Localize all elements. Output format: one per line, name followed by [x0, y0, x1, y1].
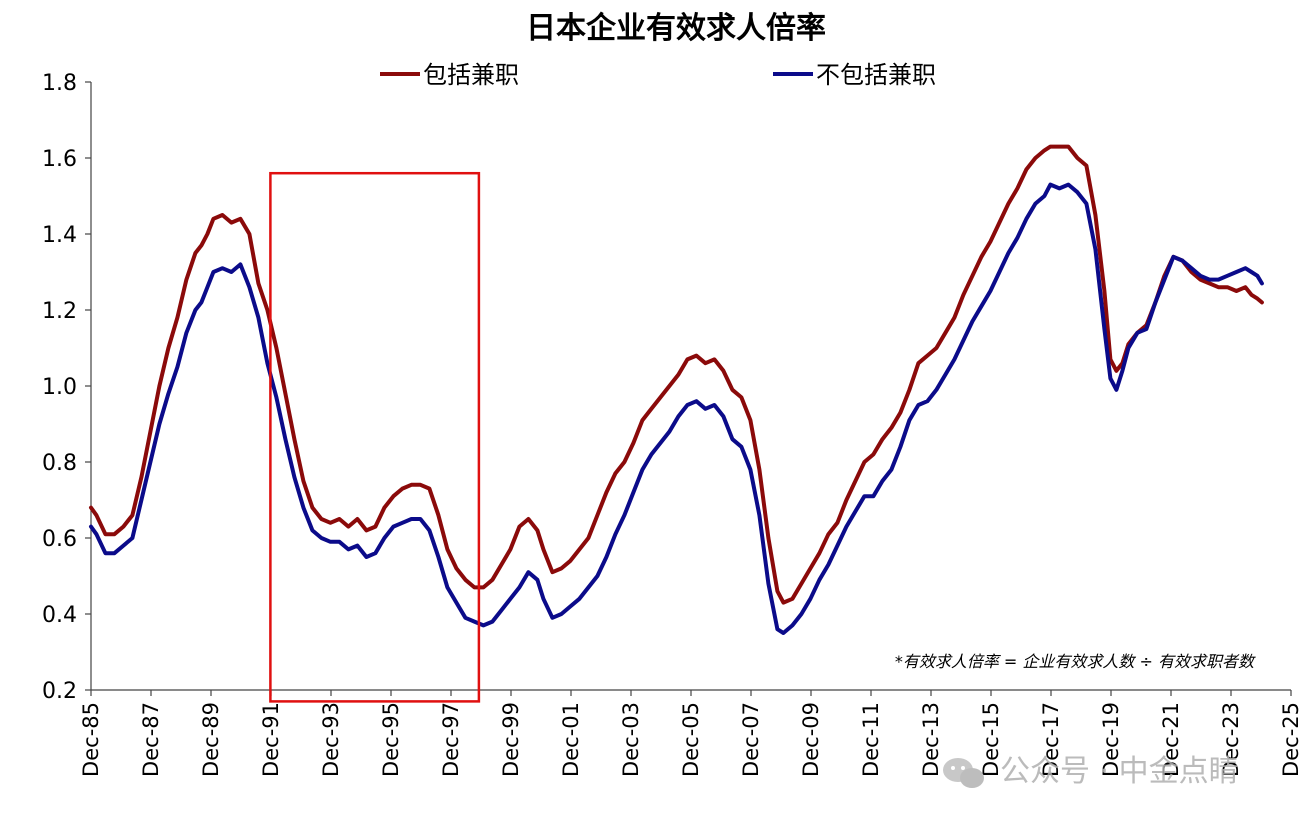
x-tick-label: Dec-91	[259, 702, 283, 777]
legend-label-1: 不包括兼职	[816, 61, 936, 89]
legend-label-0: 包括兼职	[423, 61, 519, 89]
x-tick-label: Dec-85	[79, 702, 103, 777]
x-tick-label: Dec-15	[979, 702, 1003, 777]
x-tick-label: Dec-19	[1099, 702, 1123, 777]
x-tick-label: Dec-07	[739, 702, 763, 777]
watermark: 公众号 · 中金点睛	[943, 754, 1239, 789]
x-tick-label: Dec-13	[919, 702, 943, 777]
legend-item-1: 不包括兼职	[773, 61, 936, 89]
y-tick-label: 1.4	[42, 223, 77, 248]
legend: 包括兼职 不包括兼职	[380, 61, 936, 89]
x-tick-label: Dec-01	[559, 702, 583, 777]
y-tick-label: 0.2	[42, 679, 77, 704]
y-axis-ticks: 0.2 0.4 0.6 0.8 1.0 1.2 1.4 1.6 1.8	[42, 71, 91, 704]
x-tick-label: Dec-95	[379, 702, 403, 777]
y-tick-label: 1.2	[42, 299, 77, 324]
series-lines	[89, 144, 1264, 635]
y-tick-label: 1.8	[42, 71, 77, 96]
x-axis-ticks: Dec-85 Dec-87 Dec-89 Dec-91 Dec-93 Dec-95 Dec-…	[79, 690, 1303, 777]
x-tick-label: Dec-09	[799, 702, 823, 777]
x-tick-label: Dec-89	[199, 702, 223, 777]
x-tick-label: Dec-23	[1219, 702, 1243, 777]
y-tick-label: 0.4	[42, 603, 77, 628]
highlight-box	[269, 171, 481, 703]
x-tick-label: Dec-17	[1039, 702, 1063, 777]
series-line-0	[89, 144, 1264, 605]
x-tick-label: Dec-05	[679, 702, 703, 777]
y-tick-label: 0.6	[42, 527, 77, 552]
series-line-1	[89, 182, 1264, 635]
annotations	[269, 171, 481, 703]
x-tick-label: Dec-11	[859, 702, 883, 777]
x-tick-label: Dec-87	[139, 702, 163, 777]
y-tick-label: 1.6	[42, 147, 77, 172]
wechat-icon	[943, 758, 984, 788]
x-tick-label: Dec-25	[1279, 702, 1303, 777]
x-tick-label: Dec-93	[319, 702, 343, 777]
chart-title: 日本企业有效求人倍率	[526, 11, 826, 46]
legend-item-0: 包括兼职	[380, 61, 519, 89]
x-tick-label: Dec-99	[499, 702, 523, 777]
x-tick-label: Dec-97	[439, 702, 463, 777]
x-tick-label: Dec-03	[619, 702, 643, 777]
y-tick-label: 0.8	[42, 451, 77, 476]
chart-note: *有效求人倍率 = 企业有效求人数 ÷ 有效求职者数	[895, 652, 1256, 671]
x-tick-label: Dec-21	[1159, 702, 1183, 777]
y-tick-label: 1.0	[42, 375, 77, 400]
watermark-text: 公众号 · 中金点睛	[1000, 754, 1239, 789]
